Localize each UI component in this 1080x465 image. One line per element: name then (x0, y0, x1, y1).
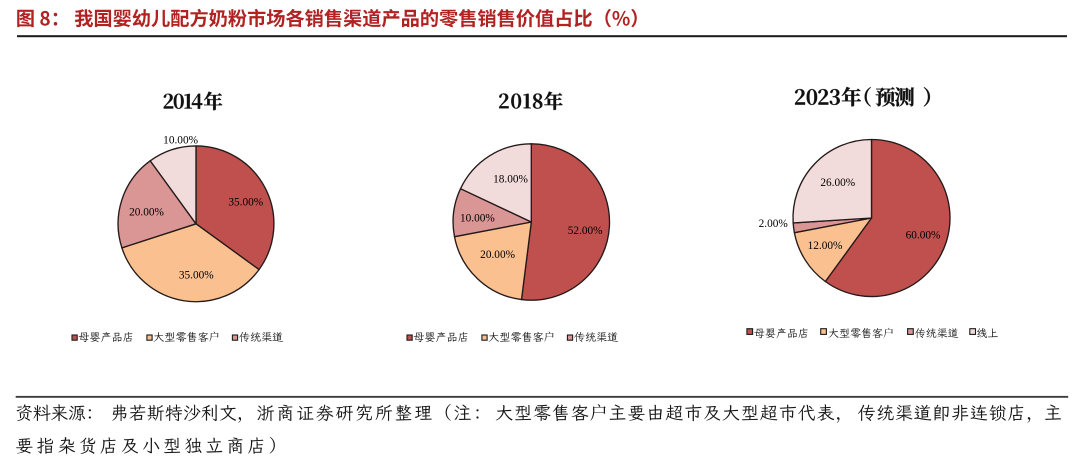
svg-text:52.00%: 52.00% (568, 225, 603, 237)
svg-text:10.00%: 10.00% (163, 135, 198, 147)
svg-text:18.00%: 18.00% (493, 174, 528, 186)
svg-text:2.00%: 2.00% (759, 218, 789, 230)
svg-text:20.00%: 20.00% (480, 249, 515, 261)
svg-text:12.00%: 12.00% (808, 240, 843, 252)
svg-text:20.00%: 20.00% (129, 206, 164, 218)
svg-text:60.00%: 60.00% (906, 229, 941, 241)
svg-text:35.00%: 35.00% (228, 197, 263, 209)
svg-text:10.00%: 10.00% (460, 212, 495, 224)
svg-text:35.00%: 35.00% (179, 270, 214, 282)
svg-text:26.00%: 26.00% (820, 177, 855, 189)
